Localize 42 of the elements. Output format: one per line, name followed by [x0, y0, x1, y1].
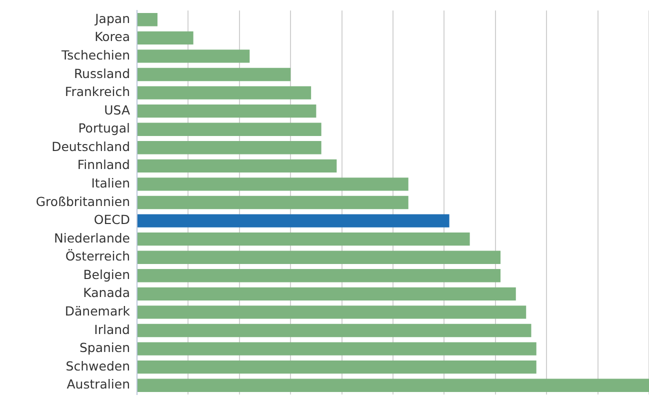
y-tick-label: USA — [104, 102, 130, 118]
bar — [138, 214, 450, 228]
y-tick-label: Kanada — [83, 285, 130, 300]
bar — [138, 122, 322, 136]
y-tick-label: Italien — [91, 175, 130, 190]
bar — [138, 287, 516, 301]
bar — [138, 324, 532, 338]
y-tick-label: Korea — [94, 29, 130, 44]
y-tick-label: Schweden — [66, 358, 130, 374]
y-tick-label: OECD — [94, 212, 130, 228]
bar — [138, 196, 408, 210]
y-tick-label: Finnland — [77, 157, 130, 172]
bar — [138, 342, 536, 356]
y-tick-label: Irland — [94, 322, 130, 337]
bar — [138, 159, 337, 173]
bar — [138, 232, 470, 246]
y-tick-label: Spanien — [79, 340, 130, 356]
bar — [138, 178, 408, 191]
y-tick-label: Österreich — [65, 248, 130, 264]
bar — [138, 104, 316, 118]
bar — [138, 68, 291, 82]
y-tick-label: Dänemark — [64, 303, 131, 318]
y-tick-label: Deutschland — [52, 138, 130, 154]
bar — [138, 360, 536, 374]
y-tick-label: Belgien — [83, 266, 130, 282]
bar — [138, 306, 526, 319]
bar — [138, 141, 322, 154]
y-tick-label: Russland — [74, 66, 130, 81]
bar — [138, 378, 649, 392]
y-tick-label: Tschechien — [60, 47, 130, 62]
bar — [138, 50, 250, 63]
bar — [138, 86, 312, 100]
bar — [138, 250, 501, 264]
y-tick-label: Australien — [66, 376, 130, 392]
y-tick-label: Frankreich — [64, 84, 130, 100]
y-tick-label: Japan — [94, 10, 130, 26]
bar — [138, 13, 158, 26]
bar — [138, 31, 194, 45]
y-tick-label: Niederlande — [54, 230, 130, 246]
y-tick-label: Großbritannien — [36, 194, 130, 209]
y-tick-label: Portugal — [78, 120, 130, 136]
bar — [138, 269, 501, 282]
